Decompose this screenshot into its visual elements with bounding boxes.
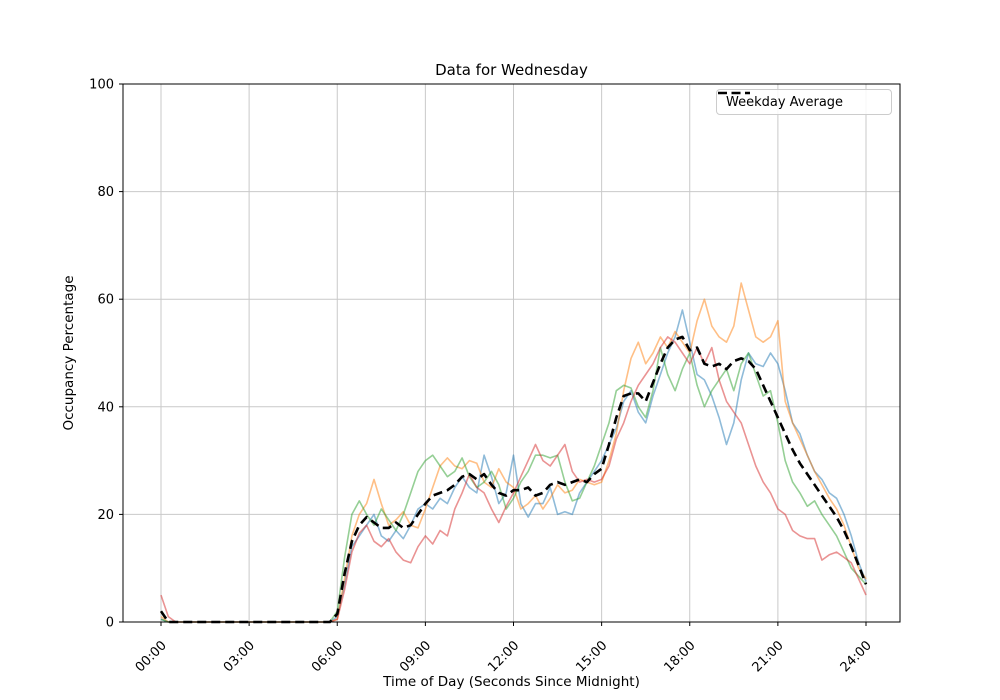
plot-border bbox=[122, 83, 901, 623]
y-tick-label: 100 bbox=[89, 78, 114, 93]
y-tick-label: 20 bbox=[97, 508, 114, 523]
y-tick-label: 60 bbox=[97, 293, 114, 308]
legend: Weekday Average bbox=[716, 89, 892, 115]
y-tick-label: 40 bbox=[97, 400, 114, 415]
x-tick-label: 09:00 bbox=[397, 638, 434, 675]
x-tick-label: 12:00 bbox=[485, 638, 522, 675]
x-tick-label: 15:00 bbox=[573, 638, 610, 675]
y-tick-label: 80 bbox=[97, 185, 114, 200]
chart-title: Data for Wednesday bbox=[435, 61, 588, 79]
legend-dashed-line-sample bbox=[718, 91, 750, 95]
y-tick-label: 0 bbox=[106, 616, 114, 631]
x-tick-label: 03:00 bbox=[221, 638, 258, 675]
x-tick-label: 00:00 bbox=[133, 638, 170, 675]
y-axis-label: Occupancy Percentage bbox=[61, 275, 77, 431]
x-axis-label: Time of Day (Seconds Since Midnight) bbox=[383, 674, 640, 690]
legend-label: Weekday Average bbox=[726, 94, 844, 110]
x-tick-label: 24:00 bbox=[838, 638, 875, 675]
x-tick-label: 06:00 bbox=[309, 638, 346, 675]
weekday-average-line bbox=[159, 335, 868, 624]
x-tick-label: 21:00 bbox=[750, 638, 787, 675]
x-tick-label: 18:00 bbox=[661, 638, 698, 675]
